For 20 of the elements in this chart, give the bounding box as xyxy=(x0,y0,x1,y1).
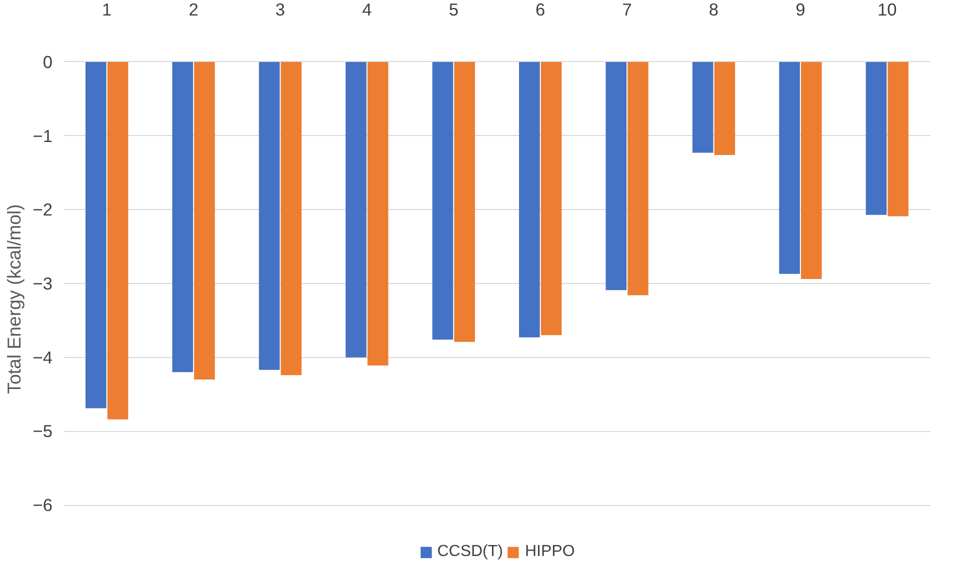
y-tick-label: −2 xyxy=(32,200,53,220)
x-tick-label: 7 xyxy=(622,0,632,20)
x-tick-label: 8 xyxy=(708,0,719,20)
y-tick-label: −6 xyxy=(32,495,53,516)
y-tick-label: −3 xyxy=(32,273,53,294)
x-tick-label: 1 xyxy=(102,0,112,20)
x-tick-label: 4 xyxy=(362,0,372,20)
x-tick-label: 2 xyxy=(188,0,198,20)
y-tick-label: −1 xyxy=(32,126,53,146)
x-tick-label: 9 xyxy=(796,0,806,20)
legend-label: HIPPO xyxy=(524,543,575,561)
x-tick-label: 10 xyxy=(878,0,897,20)
y-tick-label: −4 xyxy=(32,347,53,368)
y-axis-title: Total Energy (kcal/mol) xyxy=(4,204,25,394)
legend-label: CCSD(T) xyxy=(437,543,503,561)
y-tick-label: −5 xyxy=(32,421,53,442)
x-tick-label: 3 xyxy=(275,0,286,20)
x-tick-label: 6 xyxy=(536,0,546,20)
x-tick-label: 5 xyxy=(448,0,458,20)
y-tick-label: 0 xyxy=(42,52,53,72)
